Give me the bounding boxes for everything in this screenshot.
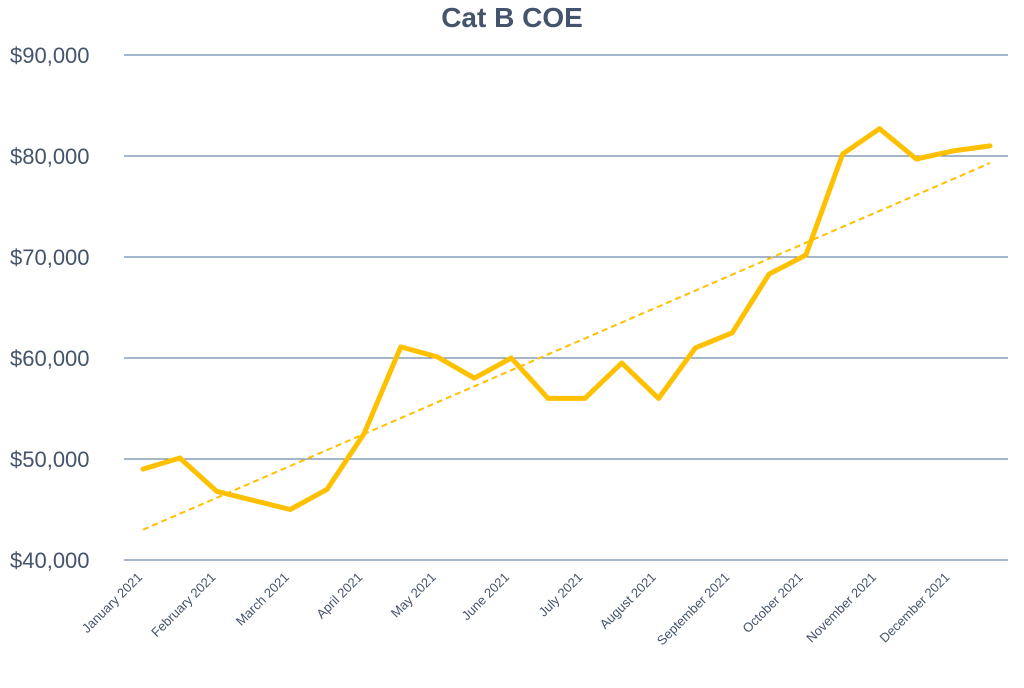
x-tick-label: April 2021 xyxy=(313,570,365,622)
y-tick-label: $50,000 xyxy=(10,447,90,472)
chart-title: Cat B COE xyxy=(0,2,1024,34)
y-tick-label: $90,000 xyxy=(10,43,90,68)
x-tick-label: June 2021 xyxy=(459,570,513,624)
y-tick-label: $40,000 xyxy=(10,548,90,573)
y-tick-label: $70,000 xyxy=(10,245,90,270)
x-tick-label: October 2021 xyxy=(739,570,805,636)
x-tick-label: July 2021 xyxy=(536,570,586,620)
y-axis-ticks: $40,000 $50,000 $60,000 $70,000 $80,000 $90,0… xyxy=(10,43,90,573)
y-tick-label: $80,000 xyxy=(10,144,90,169)
x-tick-label: September 2021 xyxy=(654,570,733,649)
y-tick-label: $60,000 xyxy=(10,346,90,371)
trendline xyxy=(143,163,990,530)
trendline-layer xyxy=(143,163,990,530)
x-tick-label: January 2021 xyxy=(79,570,145,636)
x-tick-label: March 2021 xyxy=(233,570,292,629)
x-tick-label: February 2021 xyxy=(148,570,218,640)
x-tick-label: August 2021 xyxy=(597,570,659,632)
series-layer xyxy=(143,129,990,510)
x-tick-label: December 2021 xyxy=(877,570,953,646)
x-tick-label: May 2021 xyxy=(388,570,439,621)
x-tick-label: November 2021 xyxy=(803,570,879,646)
series-line xyxy=(143,129,990,510)
